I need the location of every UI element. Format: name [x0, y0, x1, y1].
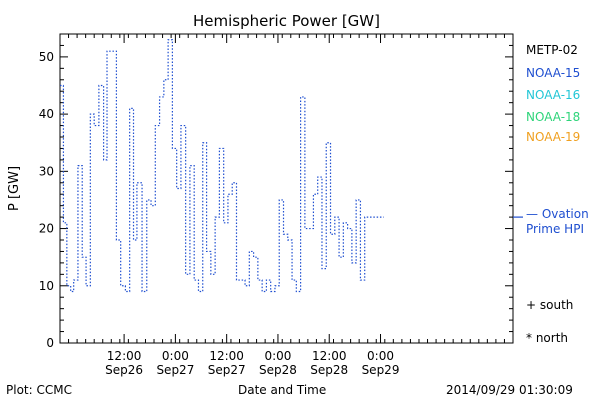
y-axis-label: P [GW]: [7, 166, 22, 211]
x-tick-time-label: 12:00: [312, 349, 347, 363]
x-tick-time-label: 12:00: [209, 349, 244, 363]
x-tick-date-label: Sep26: [105, 363, 143, 377]
y-tick-label: 0: [46, 336, 54, 350]
x-tick-time-label: 0:00: [162, 349, 189, 363]
ovation-label-2: Prime HPI: [526, 222, 584, 236]
x-tick-date-label: Sep27: [208, 363, 246, 377]
y-tick-label: 20: [39, 222, 54, 236]
legend-metp02: METP-02: [526, 43, 578, 57]
legend-noaa18: NOAA-18: [526, 110, 581, 124]
footer-center: Date and Time: [238, 383, 327, 397]
y-tick-label: 40: [39, 107, 54, 121]
marker-south-label: + south: [526, 298, 574, 312]
y-tick-label: 30: [39, 164, 54, 178]
x-tick-date-label: Sep29: [362, 363, 400, 377]
chart-title: Hemispheric Power [GW]: [193, 12, 380, 30]
legend-noaa16: NOAA-16: [526, 88, 581, 102]
legend-noaa15: NOAA-15: [526, 66, 581, 80]
y-tick-label: 50: [39, 50, 54, 64]
x-tick-date-label: Sep28: [259, 363, 297, 377]
marker-north-label: * north: [526, 331, 569, 345]
x-tick-date-label: Sep27: [156, 363, 194, 377]
x-tick-time-label: 0:00: [264, 349, 291, 363]
x-tick-time-label: 0:00: [367, 349, 394, 363]
x-tick-date-label: Sep28: [310, 363, 348, 377]
footer-left: Plot: CCMC: [6, 383, 72, 397]
series-line-0: [60, 39, 384, 293]
x-tick-time-label: 12:00: [107, 349, 142, 363]
plot-frame: [59, 33, 514, 344]
footer-right: 2014/09/29 01:30:09: [446, 383, 573, 397]
ovation-label-1: — Ovation: [526, 207, 589, 221]
y-tick-label: 10: [39, 279, 54, 293]
legend-noaa19: NOAA-19: [526, 130, 581, 144]
